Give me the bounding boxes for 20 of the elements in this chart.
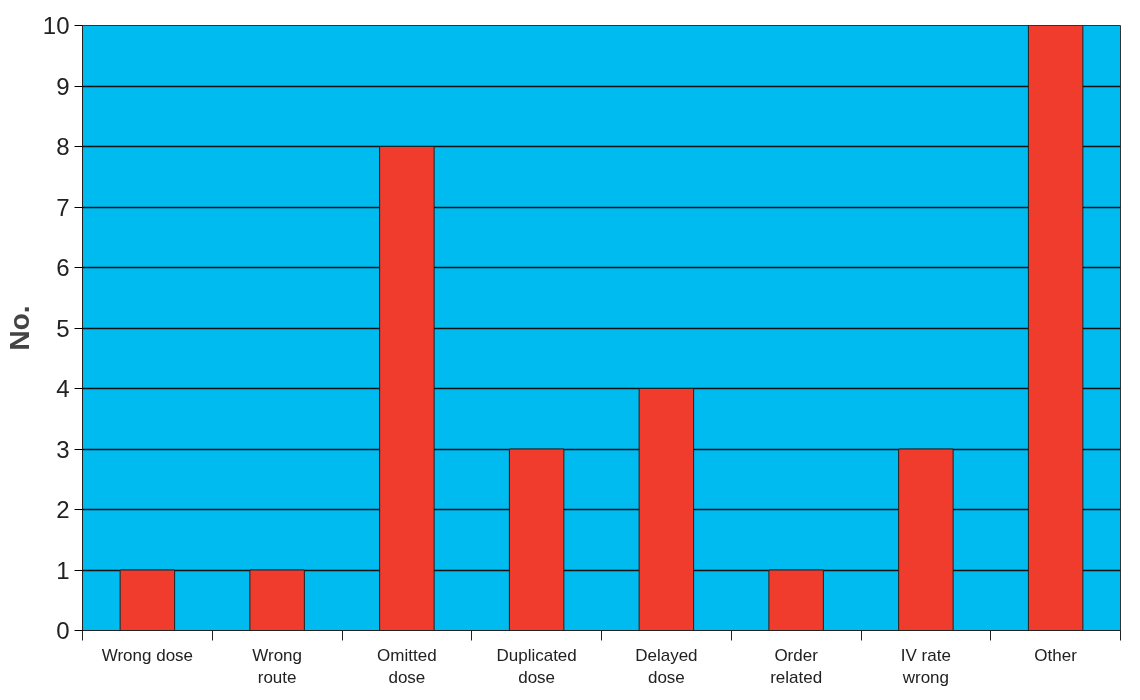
- y-tick-label: 2: [56, 496, 70, 523]
- x-tick-label: IV rate wrong: [900, 645, 951, 688]
- x-tick-label: Delayed dose: [635, 645, 698, 688]
- y-tick-label: 1: [56, 556, 70, 584]
- x-tick-label: Wrong route: [252, 645, 303, 688]
- y-tick-label: 9: [56, 72, 70, 100]
- y-tick-label: 0: [56, 617, 70, 644]
- y-tick-label: 4: [56, 375, 70, 402]
- x-tick-label: Omitted dose: [377, 645, 437, 688]
- x-tick-label: Duplicated dose: [496, 645, 577, 688]
- y-tick-label: 8: [56, 133, 70, 160]
- y-tick-label: 5: [56, 314, 70, 342]
- y-axis-title: No.: [3, 305, 35, 351]
- x-tick-label: Wrong dose: [101, 645, 194, 665]
- y-tick-label: 10: [42, 12, 70, 39]
- y-tick-label: 6: [56, 254, 70, 281]
- y-tick-label: 3: [56, 435, 70, 463]
- y-tick-label: 7: [56, 193, 70, 221]
- x-tick-label: Other: [1034, 645, 1078, 665]
- x-tick-label: Order related: [770, 645, 823, 688]
